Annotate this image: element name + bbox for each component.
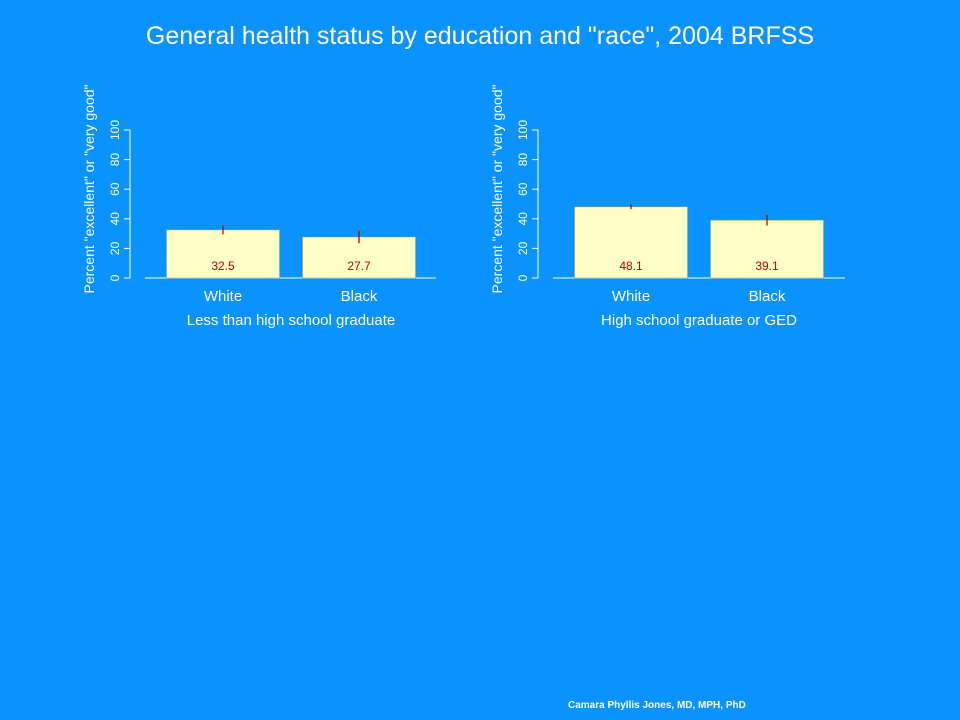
author-credit: Camara Phyllis Jones, MD, MPH, PhD <box>568 700 746 711</box>
bar-white <box>166 229 280 279</box>
y-tick-label: 60 <box>108 182 122 196</box>
bar-white <box>574 206 688 279</box>
x-axis-label: Less than high school graduate <box>187 312 395 329</box>
y-axis-label: Percent "excellent" or "very good" <box>81 84 97 293</box>
y-tick-label: 60 <box>516 182 530 196</box>
y-tick-label: 0 <box>108 274 122 281</box>
y-tick-label: 80 <box>108 153 122 167</box>
bar-black <box>710 219 824 279</box>
category-label-black: Black <box>749 288 786 305</box>
y-tick-label: 100 <box>108 120 122 140</box>
y-tick-label: 80 <box>516 153 530 167</box>
bar-black <box>302 236 416 279</box>
x-axis-label: High school graduate or GED <box>601 312 797 329</box>
y-tick-label: 40 <box>108 212 122 226</box>
category-label-white: White <box>612 288 650 305</box>
value-label-black: 39.1 <box>755 259 779 273</box>
category-label-white: White <box>204 288 242 305</box>
slide-title: General health status by education and "… <box>145 22 815 50</box>
value-label-black: 27.7 <box>347 259 371 273</box>
y-tick-label: 40 <box>516 212 530 226</box>
y-tick-label: 20 <box>516 241 530 255</box>
y-tick-label: 100 <box>516 120 530 140</box>
y-axis-label: Percent "excellent" or "very good" <box>489 84 505 293</box>
y-tick-label: 20 <box>108 241 122 255</box>
value-label-white: 48.1 <box>619 259 643 273</box>
y-tick-label: 0 <box>516 274 530 281</box>
value-label-white: 32.5 <box>211 259 235 273</box>
category-label-black: Black <box>341 288 378 305</box>
